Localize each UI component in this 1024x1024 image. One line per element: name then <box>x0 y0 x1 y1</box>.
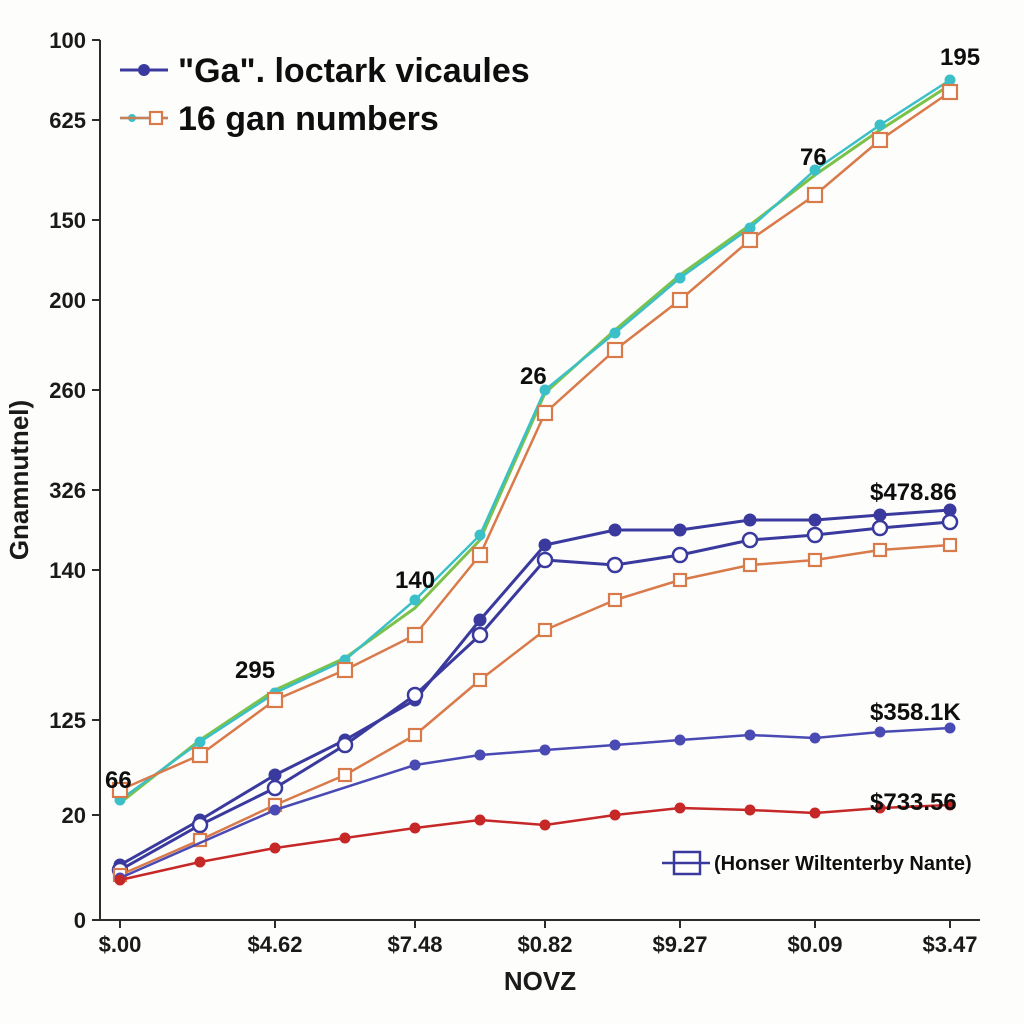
x-tick-label: $0.82 <box>517 932 572 957</box>
data-point-label: 195 <box>940 44 980 71</box>
y-tick-label: 150 <box>49 208 86 233</box>
y-tick-label: 326 <box>49 478 86 503</box>
bottom-legend-label: (Honser Wiltenterby Nante) <box>714 853 972 875</box>
data-point-label: 26 <box>520 363 547 390</box>
line-chart: 0 20 125 140 326 260 200 150 625 100 $.00 $4.62 $7.4… <box>0 0 1024 1024</box>
x-tick-label: $4.62 <box>247 932 302 957</box>
data-point-label: 295 <box>235 657 275 684</box>
series-end-label: $478.86 <box>870 479 957 506</box>
y-tick-label: 100 <box>49 28 86 53</box>
x-axis-title: NOVZ <box>504 966 576 996</box>
data-point-label: 76 <box>800 144 827 171</box>
series-end-label: $358.1K <box>870 699 961 726</box>
data-point-label: 66 <box>105 767 132 794</box>
x-tick-label: $9.27 <box>652 932 707 957</box>
x-tick-label: $0.09 <box>787 932 842 957</box>
y-tick-label: 260 <box>49 378 86 403</box>
x-tick-label: $3.47 <box>922 932 977 957</box>
chart-container: 0 20 125 140 326 260 200 150 625 100 $.00 $4.62 $7.4… <box>0 0 1024 1024</box>
y-axis-title: Gnamnutnel) <box>4 400 34 560</box>
y-tick-label: 200 <box>49 288 86 313</box>
y-tick-label: 0 <box>74 908 86 933</box>
data-point-label: 140 <box>395 567 435 594</box>
y-tick-label: 625 <box>49 108 86 133</box>
x-tick-label: $7.48 <box>387 932 442 957</box>
legend-item-label: "Ga". loctark vicaules <box>178 52 530 90</box>
series-end-label: $733.56 <box>870 789 957 816</box>
y-tick-label: 140 <box>49 558 86 583</box>
x-tick-label: $.00 <box>99 932 142 957</box>
y-tick-label: 20 <box>62 803 86 828</box>
legend-item-label: 16 gan numbers <box>178 100 439 138</box>
y-tick-label: 125 <box>49 708 86 733</box>
